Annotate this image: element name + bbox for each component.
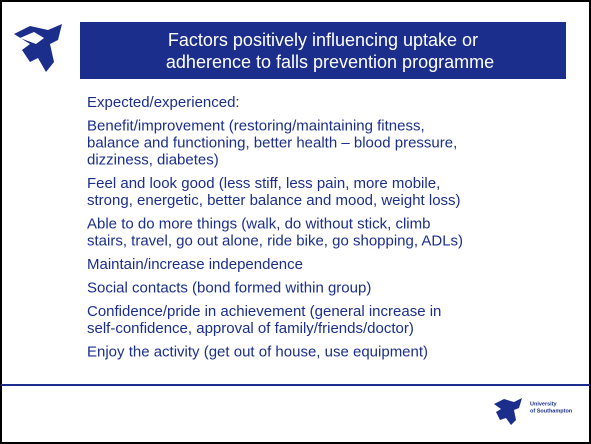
body-text: Expected/experienced: Benefit/improvement… — [87, 94, 463, 361]
body-line: Maintain/increase independence — [87, 256, 303, 273]
body-line: self-confidence, approval of family/frie… — [87, 320, 414, 337]
body-line: stairs, travel, go out alone, ride bike,… — [87, 232, 463, 249]
logo-text: University — [530, 401, 558, 407]
title-bar — [80, 22, 566, 79]
body-line: Feel and look good (less stiff, less pai… — [87, 175, 440, 192]
body-line: Confidence/pride in achievement (general… — [87, 303, 441, 320]
title-line: adherence to falls prevention programme — [166, 52, 494, 72]
body-line: Able to do more things (walk, do without… — [87, 215, 430, 232]
header-logo — [8, 22, 76, 79]
body-line: dizziness, diabetes) — [87, 151, 219, 168]
title-line: Factors positively influencing uptake or — [168, 30, 478, 50]
footer-logo: University of Southampton — [494, 398, 573, 425]
body-line: strong, energetic, better balance and mo… — [87, 192, 461, 209]
body-line: Expected/experienced: — [87, 94, 240, 111]
body-line: balance and functioning, better health –… — [87, 134, 457, 151]
logo-text: of Southampton — [530, 408, 573, 414]
body-line: Social contacts (bond formed within grou… — [87, 279, 371, 296]
body-line: Benefit/improvement (restoring/maintaini… — [87, 117, 425, 134]
body-line: Enjoy the activity (get out of house, us… — [87, 343, 428, 360]
